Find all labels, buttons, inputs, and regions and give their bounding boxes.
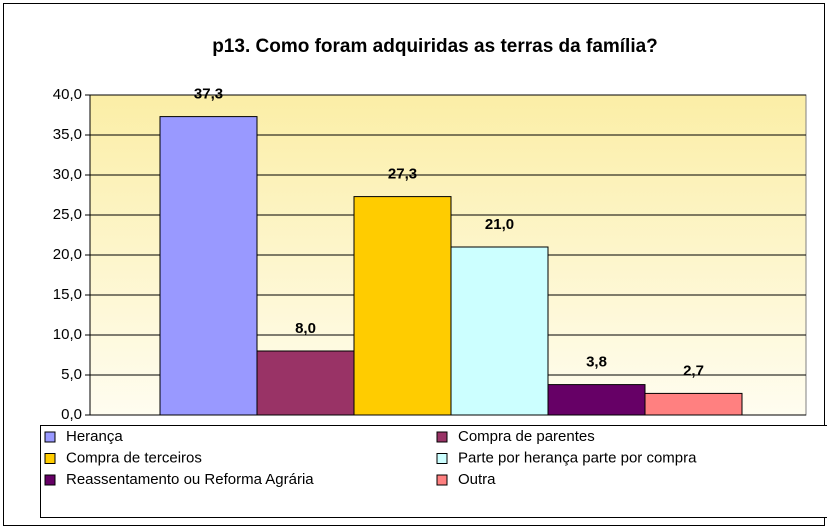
y-tick-label: 15,0 <box>53 286 82 303</box>
legend-swatch <box>44 431 56 443</box>
bar <box>256 350 355 416</box>
bar <box>450 246 549 416</box>
bar <box>547 384 646 416</box>
value-label: 2,7 <box>683 362 704 379</box>
y-tick-label: 0,0 <box>61 406 82 423</box>
value-label: 37,3 <box>194 86 223 103</box>
y-tick-label: 5,0 <box>61 366 82 383</box>
chart-title: p13. Como foram adquiridas as terras da … <box>212 36 658 57</box>
y-tick-label: 40,0 <box>53 86 82 103</box>
legend-swatch <box>436 431 448 443</box>
value-label: 8,0 <box>295 320 316 337</box>
legend-label: Herança <box>66 428 123 445</box>
legend-swatch <box>44 474 56 486</box>
legend-swatch <box>44 453 56 464</box>
legend-label: Compra de parentes <box>458 428 595 445</box>
bar <box>159 116 258 416</box>
bar <box>353 196 452 416</box>
legend <box>40 425 827 518</box>
value-label: 27,3 <box>388 166 417 183</box>
legend-label: Parte por herança parte por compra <box>458 449 697 466</box>
legend-swatch <box>436 453 448 464</box>
legend-label: Reassentamento ou Reforma Agrária <box>66 471 314 488</box>
bar <box>644 392 743 416</box>
y-tick-label: 35,0 <box>53 126 82 143</box>
value-label: 21,0 <box>485 216 514 233</box>
y-tick-label: 30,0 <box>53 166 82 183</box>
value-label: 3,8 <box>586 354 607 371</box>
y-tick-label: 10,0 <box>53 326 82 343</box>
legend-label: Outra <box>458 471 496 488</box>
legend-swatch <box>436 474 448 486</box>
y-tick-label: 25,0 <box>53 206 82 223</box>
y-tick-label: 20,0 <box>53 246 82 263</box>
legend-label: Compra de terceiros <box>66 449 202 466</box>
